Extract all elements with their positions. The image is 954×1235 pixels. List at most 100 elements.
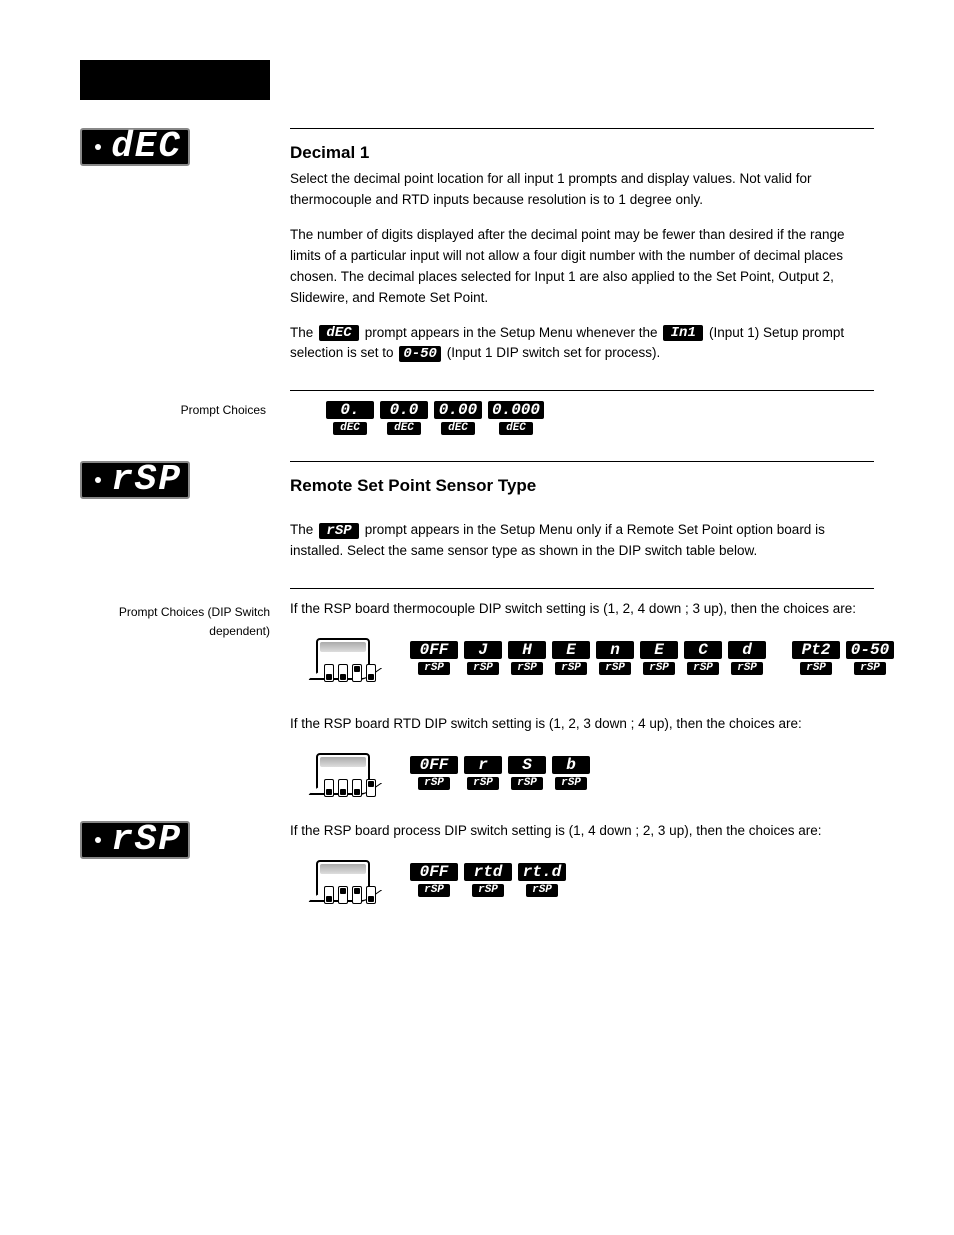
token-item: CrSP (684, 641, 722, 675)
token-item: Pt2 rSP (792, 641, 840, 675)
chip-rsp-inline: rSP (319, 523, 359, 539)
token-item: 0.000 dEC (488, 401, 544, 435)
token-item: rtdrSP (464, 863, 512, 897)
chip-sub: rSP (526, 884, 558, 897)
chip-opt: rt.d (518, 863, 566, 881)
token-item: d rSP (728, 641, 766, 675)
chip-opt: H (508, 641, 546, 659)
token-item: b rSP (552, 756, 590, 790)
dip-position (338, 664, 348, 682)
chip-sub: rSP (418, 884, 450, 897)
dip-switch-proc-icon (310, 850, 380, 910)
txt: prompt appears in the Setup Menu wheneve… (365, 325, 658, 340)
chip-rsp2-text: rSP (111, 822, 182, 858)
chip-opt: 0FF (410, 863, 458, 881)
chip-sub: rSP (467, 662, 499, 675)
chip-opt: 0FF (410, 756, 458, 774)
prompt-choices-label: Prompt Choices (80, 401, 266, 420)
proc-caption: If the RSP board process DIP switch sett… (290, 821, 874, 842)
chip-sub: rSP (800, 662, 832, 675)
dip-position (366, 664, 376, 682)
txt: The (290, 325, 313, 340)
chip-opt: J (464, 641, 502, 659)
chip-sub: rSP (418, 777, 450, 790)
chip-opt: n (596, 641, 634, 659)
chip-sub: dEC (387, 422, 421, 435)
chip-opt: E (640, 641, 678, 659)
rsp-p1: The rSP prompt appears in the Setup Menu… (290, 520, 874, 562)
decimal-p2: The number of digits displayed after the… (290, 225, 874, 309)
tc-caption: If the RSP board thermocouple DIP switch… (290, 599, 894, 620)
chip-opt: 0.00 (434, 401, 482, 419)
dip-position (352, 779, 362, 797)
rsp-section-title: Remote Set Point Sensor Type (290, 476, 874, 496)
token-item: SrSP (508, 756, 546, 790)
chip-opt: b (552, 756, 590, 774)
chip-sub: rSP (472, 884, 504, 897)
dip-position (338, 779, 348, 797)
dip-switch-rtd-icon (310, 743, 380, 803)
chip-sub: rSP (555, 777, 587, 790)
chip-sub: rSP (418, 662, 450, 675)
decimal-p3: The dEC prompt appears in the Setup Menu… (290, 323, 874, 365)
chip-sub: rSP (599, 662, 631, 675)
chip-in1-inline: In1 (663, 325, 703, 341)
dip-position (352, 886, 362, 904)
chip-dec-large: dEC (80, 128, 190, 166)
chip-opt: Pt2 (792, 641, 840, 659)
chip-rsp-text: rSP (111, 462, 182, 498)
token-item: 0FF rSP (410, 863, 458, 897)
chip-opt: 0.000 (488, 401, 544, 419)
dip-position (366, 886, 376, 904)
proc-token-row: 0FFrSPrtdrSPrt.drSP (410, 863, 566, 897)
chip-opt: S (508, 756, 546, 774)
chip-rsp-large-2: rSP (80, 821, 190, 859)
txt: The (290, 522, 313, 537)
chip-sub: rSP (555, 662, 587, 675)
rsp-prompt-choices-label: Prompt Choices (DIP Switch dependent) (80, 603, 270, 640)
chip-sub: dEC (441, 422, 475, 435)
decimal-p1: Select the decimal point location for al… (290, 169, 874, 211)
token-item: ErSP (552, 641, 590, 675)
chip-sub: dEC (333, 422, 367, 435)
chip-sub: rSP (854, 662, 886, 675)
dip-position (324, 779, 334, 797)
chip-opt: E (552, 641, 590, 659)
token-item: JrSP (464, 641, 502, 675)
chip-opt: 0FF (410, 641, 458, 659)
chip-opt: r (464, 756, 502, 774)
chip-opt: d (728, 641, 766, 659)
decimal-section-title: Decimal 1 (290, 143, 874, 163)
chip-sub: rSP (511, 777, 543, 790)
token-item: 0-50 rSP (846, 641, 894, 675)
dip-switch-tc-icon (310, 628, 380, 688)
token-item: ErSP (640, 641, 678, 675)
chip-opt: 0.0 (380, 401, 428, 419)
token-item: HrSP (508, 641, 546, 675)
chip-sub: rSP (467, 777, 499, 790)
token-item: r rSP (464, 756, 502, 790)
dip-position (324, 886, 334, 904)
chip-sub: rSP (643, 662, 675, 675)
chip-dec-inline: dEC (319, 325, 359, 341)
chip-sub: dEC (499, 422, 533, 435)
chip-opt: 0-50 (846, 641, 894, 659)
chip-opt: 0. (326, 401, 374, 419)
header-black-block (80, 60, 270, 100)
decimal-token-row: 0. dEC 0.0 dEC 0.00 dEC 0.000 dEC (326, 401, 874, 435)
token-item: 0FF rSP (410, 756, 458, 790)
rtd-caption: If the RSP board RTD DIP switch setting … (290, 714, 874, 735)
token-item: rt.d rSP (518, 863, 566, 897)
txt: prompt appears in the Setup Menu only if… (290, 522, 825, 558)
txt: (Input 1 DIP switch set for process). (447, 345, 661, 360)
token-item: 0.0 dEC (380, 401, 428, 435)
chip-sub: rSP (511, 662, 543, 675)
token-item: 0.00 dEC (434, 401, 482, 435)
dip-position (324, 664, 334, 682)
chip-opt: C (684, 641, 722, 659)
dip-position (338, 886, 348, 904)
dip-position (366, 779, 376, 797)
dip-position (352, 664, 362, 682)
token-item: 0FF rSP (410, 641, 458, 675)
chip-sub: rSP (731, 662, 763, 675)
